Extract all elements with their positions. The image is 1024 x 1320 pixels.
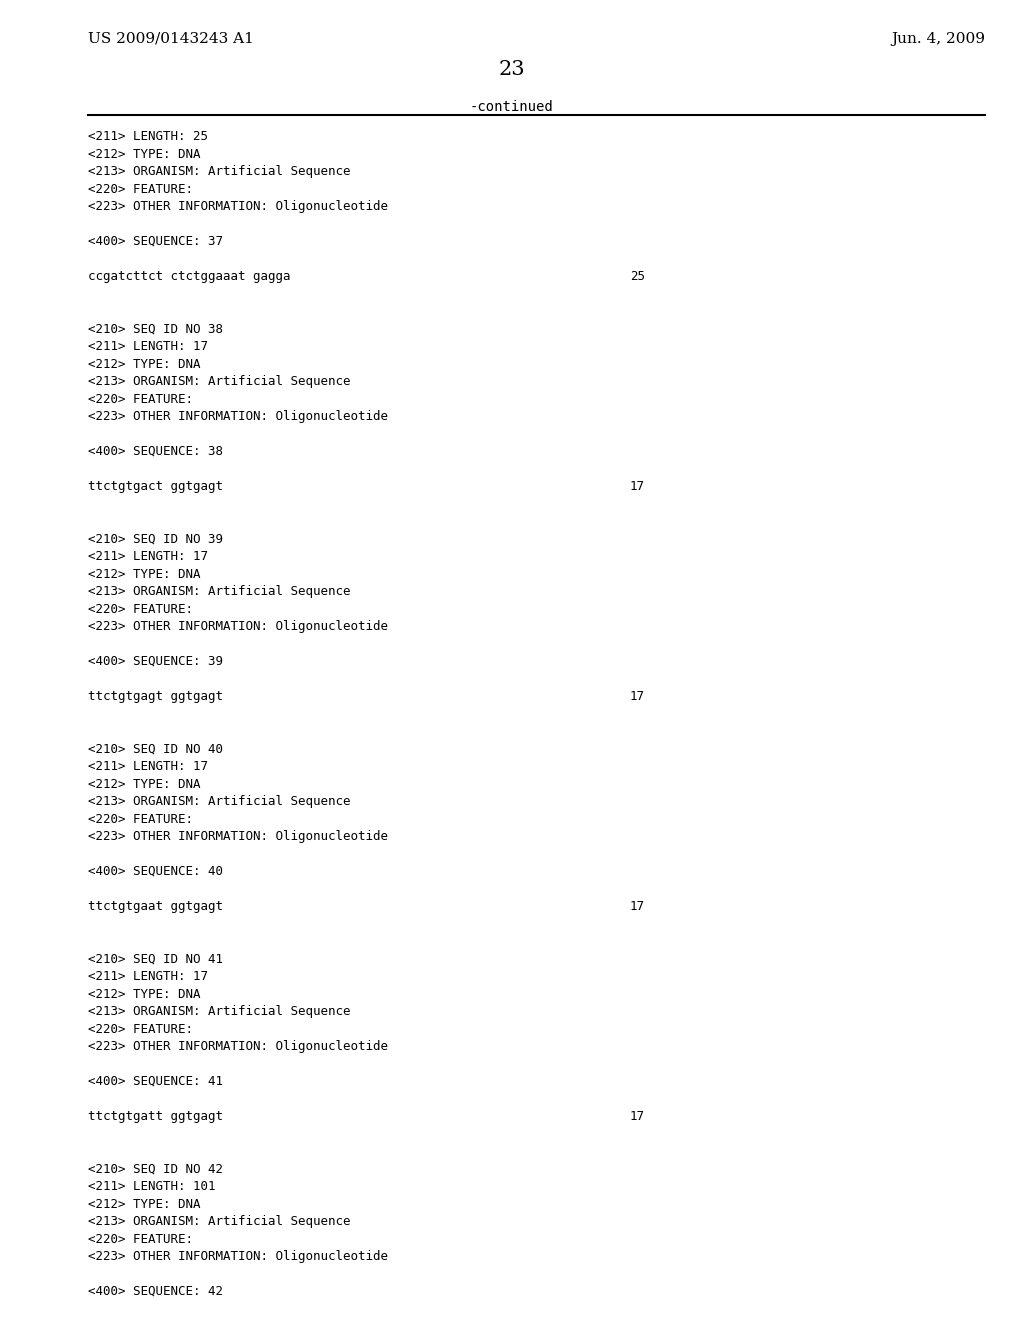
Text: <400> SEQUENCE: 37: <400> SEQUENCE: 37	[88, 235, 223, 248]
Text: 17: 17	[630, 480, 645, 492]
Text: <213> ORGANISM: Artificial Sequence: <213> ORGANISM: Artificial Sequence	[88, 375, 350, 388]
Text: <211> LENGTH: 17: <211> LENGTH: 17	[88, 550, 208, 564]
Text: ttctgtgatt ggtgagt: ttctgtgatt ggtgagt	[88, 1110, 223, 1123]
Text: <223> OTHER INFORMATION: Oligonucleotide: <223> OTHER INFORMATION: Oligonucleotide	[88, 830, 388, 843]
Text: <400> SEQUENCE: 40: <400> SEQUENCE: 40	[88, 865, 223, 878]
Text: <223> OTHER INFORMATION: Oligonucleotide: <223> OTHER INFORMATION: Oligonucleotide	[88, 1040, 388, 1053]
Text: <400> SEQUENCE: 38: <400> SEQUENCE: 38	[88, 445, 223, 458]
Text: <400> SEQUENCE: 42: <400> SEQUENCE: 42	[88, 1284, 223, 1298]
Text: <210> SEQ ID NO 39: <210> SEQ ID NO 39	[88, 532, 223, 545]
Text: <213> ORGANISM: Artificial Sequence: <213> ORGANISM: Artificial Sequence	[88, 165, 350, 178]
Text: <400> SEQUENCE: 41: <400> SEQUENCE: 41	[88, 1074, 223, 1088]
Text: Jun. 4, 2009: Jun. 4, 2009	[891, 32, 985, 46]
Text: <220> FEATURE:: <220> FEATURE:	[88, 1233, 193, 1246]
Text: <223> OTHER INFORMATION: Oligonucleotide: <223> OTHER INFORMATION: Oligonucleotide	[88, 620, 388, 634]
Text: <211> LENGTH: 17: <211> LENGTH: 17	[88, 970, 208, 983]
Text: <213> ORGANISM: Artificial Sequence: <213> ORGANISM: Artificial Sequence	[88, 585, 350, 598]
Text: ccgatcttct ctctggaaat gagga: ccgatcttct ctctggaaat gagga	[88, 271, 291, 282]
Text: <213> ORGANISM: Artificial Sequence: <213> ORGANISM: Artificial Sequence	[88, 1005, 350, 1018]
Text: <213> ORGANISM: Artificial Sequence: <213> ORGANISM: Artificial Sequence	[88, 795, 350, 808]
Text: <220> FEATURE:: <220> FEATURE:	[88, 813, 193, 825]
Text: <210> SEQ ID NO 42: <210> SEQ ID NO 42	[88, 1163, 223, 1176]
Text: <223> OTHER INFORMATION: Oligonucleotide: <223> OTHER INFORMATION: Oligonucleotide	[88, 411, 388, 422]
Text: ttctgtgact ggtgagt: ttctgtgact ggtgagt	[88, 480, 223, 492]
Text: <223> OTHER INFORMATION: Oligonucleotide: <223> OTHER INFORMATION: Oligonucleotide	[88, 201, 388, 213]
Text: <210> SEQ ID NO 40: <210> SEQ ID NO 40	[88, 743, 223, 755]
Text: <220> FEATURE:: <220> FEATURE:	[88, 392, 193, 405]
Text: <212> TYPE: DNA: <212> TYPE: DNA	[88, 987, 201, 1001]
Text: <211> LENGTH: 25: <211> LENGTH: 25	[88, 129, 208, 143]
Text: <220> FEATURE:: <220> FEATURE:	[88, 602, 193, 615]
Text: ttctgtgagt ggtgagt: ttctgtgagt ggtgagt	[88, 690, 223, 704]
Text: US 2009/0143243 A1: US 2009/0143243 A1	[88, 32, 254, 46]
Text: ttctgtgaat ggtgagt: ttctgtgaat ggtgagt	[88, 900, 223, 913]
Text: 17: 17	[630, 690, 645, 704]
Text: <212> TYPE: DNA: <212> TYPE: DNA	[88, 777, 201, 791]
Text: <211> LENGTH: 17: <211> LENGTH: 17	[88, 341, 208, 352]
Text: <212> TYPE: DNA: <212> TYPE: DNA	[88, 1197, 201, 1210]
Text: <212> TYPE: DNA: <212> TYPE: DNA	[88, 148, 201, 161]
Text: <213> ORGANISM: Artificial Sequence: <213> ORGANISM: Artificial Sequence	[88, 1214, 350, 1228]
Text: <210> SEQ ID NO 41: <210> SEQ ID NO 41	[88, 953, 223, 965]
Text: -continued: -continued	[470, 100, 554, 114]
Text: <211> LENGTH: 101: <211> LENGTH: 101	[88, 1180, 215, 1193]
Text: <210> SEQ ID NO 38: <210> SEQ ID NO 38	[88, 322, 223, 335]
Text: <400> SEQUENCE: 39: <400> SEQUENCE: 39	[88, 655, 223, 668]
Text: <212> TYPE: DNA: <212> TYPE: DNA	[88, 568, 201, 581]
Text: 17: 17	[630, 1110, 645, 1123]
Text: <220> FEATURE:: <220> FEATURE:	[88, 1023, 193, 1035]
Text: 17: 17	[630, 900, 645, 913]
Text: 25: 25	[630, 271, 645, 282]
Text: <223> OTHER INFORMATION: Oligonucleotide: <223> OTHER INFORMATION: Oligonucleotide	[88, 1250, 388, 1263]
Text: <212> TYPE: DNA: <212> TYPE: DNA	[88, 358, 201, 371]
Text: 23: 23	[499, 59, 525, 79]
Text: <211> LENGTH: 17: <211> LENGTH: 17	[88, 760, 208, 774]
Text: <220> FEATURE:: <220> FEATURE:	[88, 182, 193, 195]
